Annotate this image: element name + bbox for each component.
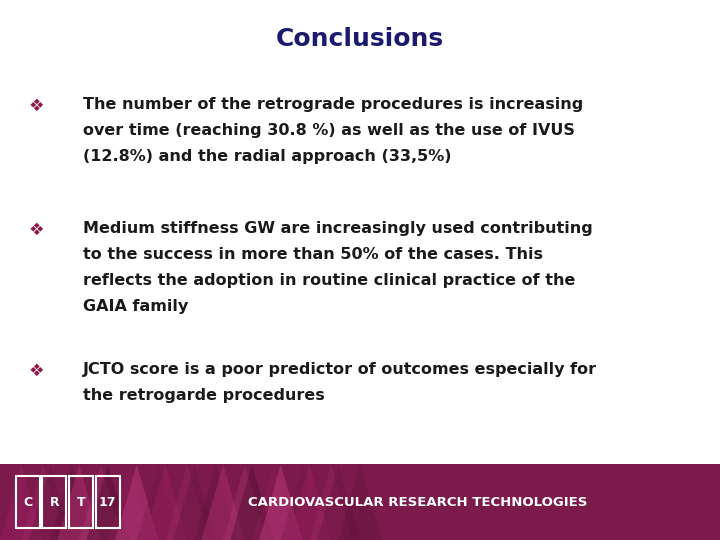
Text: reflects the adoption in routine clinical practice of the: reflects the adoption in routine clinica… [83,273,575,288]
Polygon shape [166,464,209,540]
Polygon shape [0,464,43,540]
Text: CARDIOVASCULAR RESEARCH TECHNOLOGIES: CARDIOVASCULAR RESEARCH TECHNOLOGIES [248,496,588,509]
Polygon shape [22,464,65,540]
Polygon shape [50,464,94,540]
Text: ❖: ❖ [28,221,44,239]
Polygon shape [338,464,382,540]
Polygon shape [202,464,245,540]
Text: Conclusions: Conclusions [276,27,444,51]
Polygon shape [144,464,187,540]
Polygon shape [223,464,266,540]
Polygon shape [288,464,331,540]
Polygon shape [108,464,151,540]
Polygon shape [317,464,360,540]
Text: T: T [77,496,85,509]
FancyBboxPatch shape [0,464,720,540]
Text: R: R [50,496,59,509]
Polygon shape [259,464,302,540]
Polygon shape [29,464,72,540]
Polygon shape [86,464,130,540]
Text: C: C [23,496,32,509]
Text: ❖: ❖ [28,97,44,115]
Text: GAIA family: GAIA family [83,299,188,314]
Text: ❖: ❖ [28,362,44,380]
Text: JCTO score is a poor predictor of outcomes especially for: JCTO score is a poor predictor of outcom… [83,362,597,377]
Text: the retrogarde procedures: the retrogarde procedures [83,388,325,403]
Polygon shape [79,464,122,540]
Polygon shape [137,464,180,540]
Text: 17: 17 [99,496,117,509]
Polygon shape [310,464,353,540]
Text: Medium stiffness GW are increasingly used contributing: Medium stiffness GW are increasingly use… [83,221,593,237]
Polygon shape [173,464,216,540]
Text: over time (reaching 30.8 %) as well as the use of IVUS: over time (reaching 30.8 %) as well as t… [83,123,575,138]
Polygon shape [58,464,101,540]
Polygon shape [115,464,158,540]
Text: (12.8%) and the radial approach (33,5%): (12.8%) and the radial approach (33,5%) [83,149,451,164]
Polygon shape [252,464,295,540]
Polygon shape [230,464,274,540]
Text: The number of the retrograde procedures is increasing: The number of the retrograde procedures … [83,97,583,112]
Text: to the success in more than 50% of the cases. This: to the success in more than 50% of the c… [83,247,543,262]
Polygon shape [281,464,324,540]
Polygon shape [194,464,238,540]
